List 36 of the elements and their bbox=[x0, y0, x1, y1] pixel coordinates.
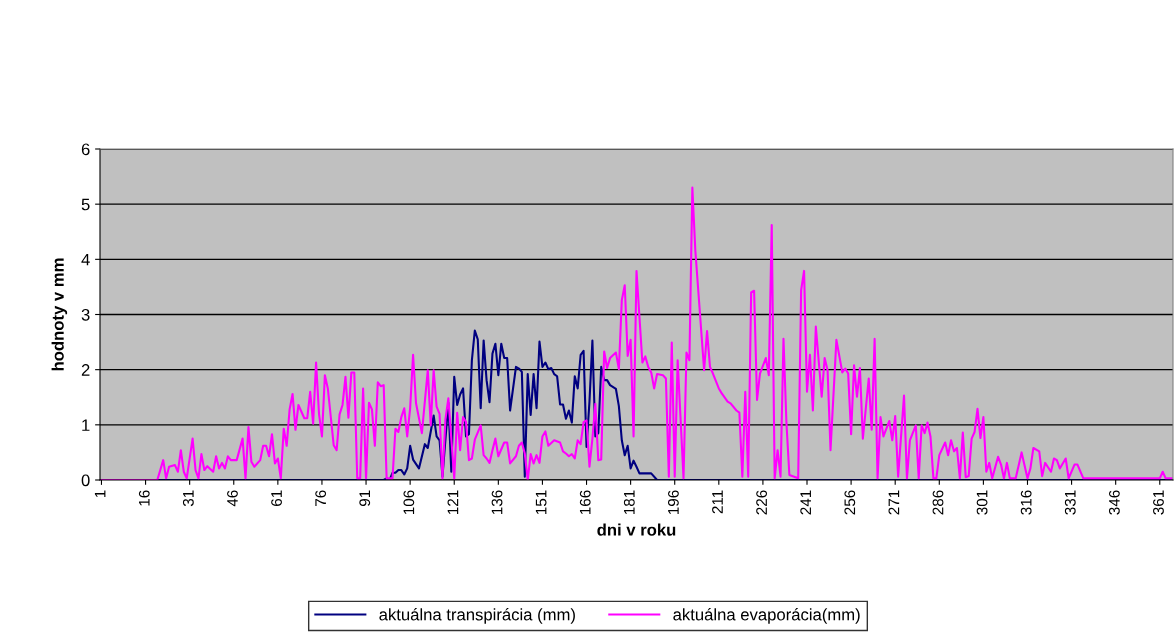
x-tick-label: 241 bbox=[800, 490, 811, 515]
y-tick-label: 2 bbox=[81, 364, 90, 376]
y-tick-label: 6 bbox=[81, 143, 90, 156]
x-tick-label: 61 bbox=[271, 490, 282, 506]
legend-label: aktuálna evaporácia(mm) bbox=[673, 608, 860, 624]
x-tick-label: 166 bbox=[579, 490, 591, 515]
x-tick-label: 151 bbox=[535, 490, 547, 515]
x-tick-label: 286 bbox=[932, 490, 944, 515]
x-tick-label: 301 bbox=[976, 490, 988, 515]
x-tick-label: 121 bbox=[447, 490, 459, 515]
x-tick-label: 346 bbox=[1108, 490, 1120, 515]
x-tick-label: 106 bbox=[403, 490, 415, 515]
y-tick-label: 4 bbox=[81, 253, 90, 266]
x-tick-label: 91 bbox=[359, 490, 371, 506]
x-tick-label: 196 bbox=[668, 490, 679, 515]
x-tick-label: 1 bbox=[94, 490, 106, 498]
x-tick-label: 226 bbox=[756, 490, 768, 515]
y-tick-label: 0 bbox=[81, 474, 90, 487]
x-axis-title: dni v roku bbox=[597, 523, 676, 536]
x-tick-label: 31 bbox=[182, 490, 194, 507]
x-tick-label: 271 bbox=[888, 490, 900, 515]
x-tick-label: 76 bbox=[315, 490, 327, 506]
y-tick-label: 3 bbox=[81, 308, 90, 321]
x-tick-label: 16 bbox=[138, 490, 150, 506]
legend-label: aktuálna transpirácia (mm) bbox=[379, 608, 575, 624]
x-tick-label: 256 bbox=[844, 490, 856, 515]
x-tick-label: 136 bbox=[491, 490, 503, 515]
y-axis-title: hodnoty v mm bbox=[51, 258, 68, 371]
x-tick-label: 361 bbox=[1153, 490, 1164, 515]
y-tick-label: 5 bbox=[81, 198, 90, 211]
x-tick-label: 316 bbox=[1020, 490, 1032, 515]
x-tick-label: 181 bbox=[623, 490, 635, 515]
x-tick-label: 331 bbox=[1064, 490, 1076, 515]
y-tick-label: 1 bbox=[82, 419, 90, 431]
x-tick-label: 46 bbox=[227, 490, 238, 507]
x-tick-label: 211 bbox=[712, 490, 723, 514]
